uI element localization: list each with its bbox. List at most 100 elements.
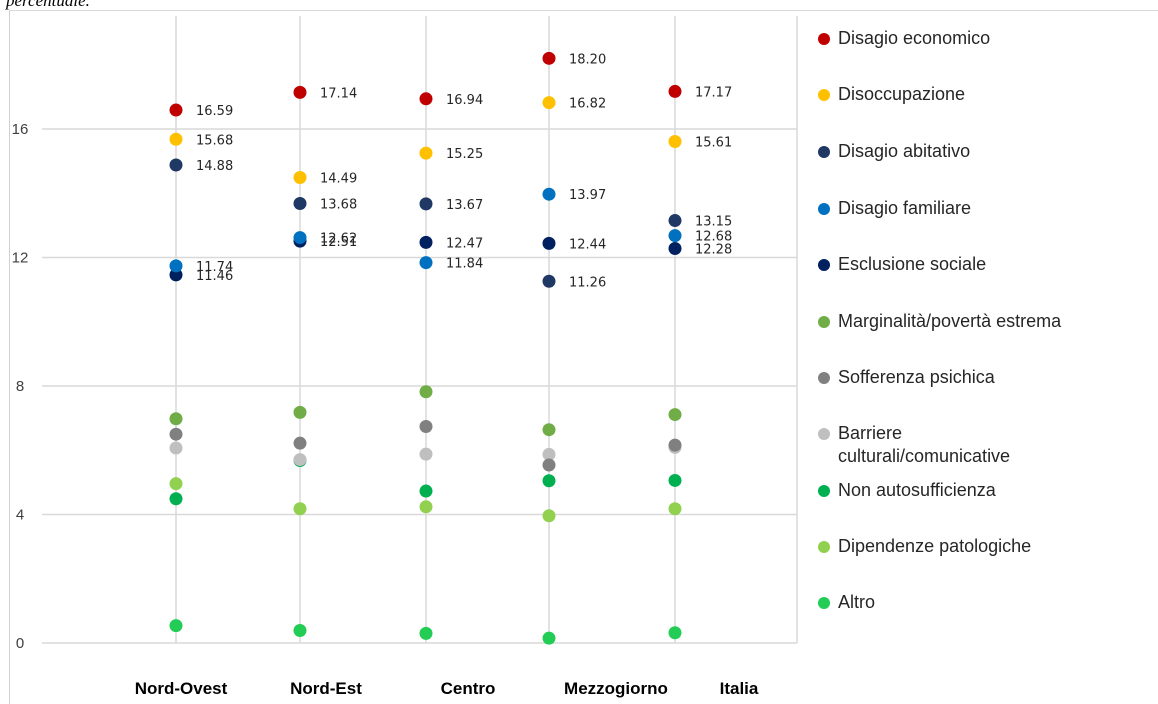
legend-label: Altro	[838, 591, 875, 614]
data-point	[420, 420, 433, 433]
data-point	[420, 500, 433, 513]
x-category-label: Italia	[720, 679, 759, 698]
y-tick-label: 4	[16, 507, 24, 524]
legend-marker	[818, 89, 830, 101]
legend-label: Disagio abitativo	[838, 140, 970, 163]
data-point	[170, 133, 183, 146]
data-point	[294, 437, 307, 450]
legend-marker	[818, 372, 830, 384]
legend-marker	[818, 485, 830, 497]
data-point	[170, 492, 183, 505]
data-point	[420, 147, 433, 160]
data-point	[543, 188, 556, 201]
data-point	[170, 442, 183, 455]
legend-marker	[818, 33, 830, 45]
data-label: 15.68	[196, 133, 233, 148]
data-point	[543, 96, 556, 109]
legend-label: Esclusione sociale	[838, 253, 986, 276]
x-category-label: Nord-Ovest	[135, 679, 228, 698]
data-point	[543, 423, 556, 436]
data-label: 11.84	[446, 257, 483, 272]
data-point	[170, 477, 183, 490]
data-point	[669, 85, 682, 98]
data-point	[669, 408, 682, 421]
data-point	[669, 242, 682, 255]
data-point	[669, 626, 682, 639]
data-point	[170, 104, 183, 117]
data-point	[543, 275, 556, 288]
data-label: 17.17	[695, 85, 732, 100]
data-label: 14.88	[196, 159, 233, 174]
legend-label: Disagio familiare	[838, 197, 971, 220]
data-label: 11.46	[196, 269, 233, 284]
data-point	[420, 448, 433, 461]
data-label: 12.47	[446, 236, 483, 251]
x-category-label: Mezzogiorno	[564, 679, 668, 698]
data-point	[543, 237, 556, 250]
data-point	[294, 502, 307, 515]
data-label: 11.26	[569, 275, 606, 290]
data-label: 13.68	[320, 198, 357, 213]
legend-label: Disagio economico	[838, 27, 990, 50]
data-point	[420, 485, 433, 498]
data-label: 15.61	[695, 136, 732, 151]
x-category-label: Centro	[441, 679, 496, 698]
data-point	[669, 229, 682, 242]
data-point	[543, 52, 556, 65]
data-point	[170, 428, 183, 441]
data-point	[543, 474, 556, 487]
legend-label: Non autosufficienza	[838, 479, 996, 502]
data-point	[294, 197, 307, 210]
data-label: 13.67	[446, 198, 483, 213]
data-label: 12.44	[569, 237, 606, 252]
data-point	[420, 256, 433, 269]
legend-marker	[818, 428, 830, 440]
data-point	[669, 135, 682, 148]
data-point	[170, 259, 183, 272]
data-point	[294, 171, 307, 184]
data-point	[420, 236, 433, 249]
data-point	[294, 86, 307, 99]
data-point	[294, 624, 307, 637]
data-label: 12.51	[320, 235, 357, 250]
data-label: 16.94	[446, 93, 483, 108]
data-point	[420, 197, 433, 210]
data-point	[294, 406, 307, 419]
data-point	[170, 619, 183, 632]
data-point	[170, 158, 183, 171]
y-tick-label: 12	[12, 250, 29, 267]
data-point	[170, 412, 183, 425]
legend-marker	[818, 203, 830, 215]
legend-marker	[818, 146, 830, 158]
data-label: 17.14	[320, 86, 357, 101]
legend-label: Disoccupazione	[838, 83, 965, 106]
data-point	[294, 453, 307, 466]
data-point	[543, 509, 556, 522]
data-label: 14.49	[320, 172, 357, 187]
legend-label: Sofferenza psichica	[838, 366, 995, 389]
data-point	[669, 439, 682, 452]
data-point	[420, 627, 433, 640]
data-label: 18.20	[569, 52, 606, 67]
data-point	[669, 502, 682, 515]
data-point	[420, 92, 433, 105]
legend-marker	[818, 597, 830, 609]
legend-label: Barriere culturali/comunicative	[838, 422, 1068, 468]
y-tick-label: 0	[16, 635, 24, 652]
y-tick-label: 8	[16, 378, 24, 395]
legend-marker	[818, 259, 830, 271]
data-point	[543, 459, 556, 472]
legend-marker	[818, 316, 830, 328]
data-label: 16.59	[196, 104, 233, 119]
data-point	[669, 214, 682, 227]
data-point	[669, 474, 682, 487]
data-label: 13.97	[569, 188, 606, 203]
legend-marker	[818, 541, 830, 553]
data-label: 12.28	[695, 243, 732, 258]
data-label: 13.15	[695, 215, 732, 230]
x-category-label: Nord-Est	[290, 679, 362, 698]
data-point	[420, 385, 433, 398]
data-point	[543, 632, 556, 645]
data-label: 16.82	[569, 97, 606, 112]
